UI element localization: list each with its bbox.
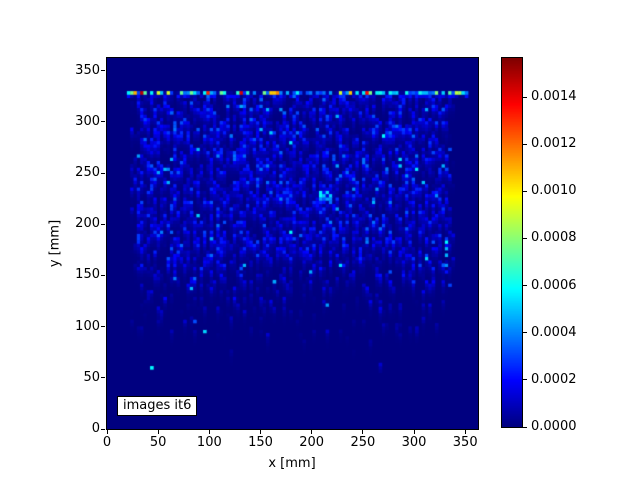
colorbar	[501, 57, 523, 428]
x-tick-mark	[106, 430, 108, 434]
x-tick-label: 250	[350, 435, 376, 450]
y-tick-mark	[101, 70, 105, 72]
y-tick-label: 100	[75, 318, 100, 334]
x-tick-mark	[157, 430, 159, 434]
colorbar-tick-label: 0.0006	[531, 277, 577, 293]
y-tick-mark	[101, 172, 105, 174]
x-tick-label: 0	[102, 435, 112, 450]
y-tick-mark	[101, 377, 105, 379]
x-tick-label: 50	[149, 435, 167, 450]
y-tick-label: 200	[75, 216, 100, 232]
colorbar-tick-mark	[523, 379, 527, 381]
colorbar-tick-label: 0.0010	[531, 183, 577, 199]
x-tick-label: 300	[401, 435, 427, 450]
annotation-text: images it6	[123, 398, 192, 413]
x-tick-label: 350	[452, 435, 478, 450]
colorbar-tick-label: 0.0002	[531, 371, 577, 387]
colorbar-tick-mark	[523, 285, 527, 287]
colorbar-tick-mark	[523, 190, 527, 192]
y-tick-label: 350	[75, 62, 100, 78]
y-tick-label: 0	[91, 421, 100, 436]
y-tick-label: 250	[75, 165, 100, 181]
x-tick-label: 100	[196, 435, 222, 450]
y-tick-label: 150	[75, 267, 100, 283]
x-tick-mark	[413, 430, 415, 434]
x-tick-label: 200	[299, 435, 325, 450]
y-tick-mark	[101, 121, 105, 123]
x-tick-label: 150	[248, 435, 273, 450]
x-tick-mark	[362, 430, 364, 434]
x-tick-mark	[208, 430, 210, 434]
x-tick-mark	[260, 430, 262, 434]
heatmap-image	[106, 57, 479, 430]
colorbar-tick-label: 0.0012	[531, 136, 577, 152]
colorbar-tick-label: 0.0004	[531, 324, 577, 340]
colorbar-tick-label: 0.0014	[531, 89, 577, 105]
x-tick-mark	[311, 430, 313, 434]
annotation-box: images it6	[117, 396, 198, 416]
y-tick-mark	[101, 223, 105, 225]
y-tick-label: 300	[75, 113, 100, 129]
y-tick-mark	[101, 428, 105, 430]
x-tick-mark	[464, 430, 466, 434]
colorbar-tick-mark	[523, 332, 527, 334]
colorbar-tick-mark	[523, 96, 527, 98]
colorbar-tick-label: 0.0008	[531, 230, 577, 246]
colorbar-tick-mark	[523, 143, 527, 145]
y-tick-mark	[101, 274, 105, 276]
x-axis-label: x [mm]	[268, 456, 316, 471]
colorbar-tick-mark	[523, 426, 527, 428]
colorbar-tick-label: 0.0000	[531, 419, 577, 434]
y-tick-mark	[101, 326, 105, 328]
y-tick-label: 50	[83, 369, 100, 385]
colorbar-tick-mark	[523, 237, 527, 239]
